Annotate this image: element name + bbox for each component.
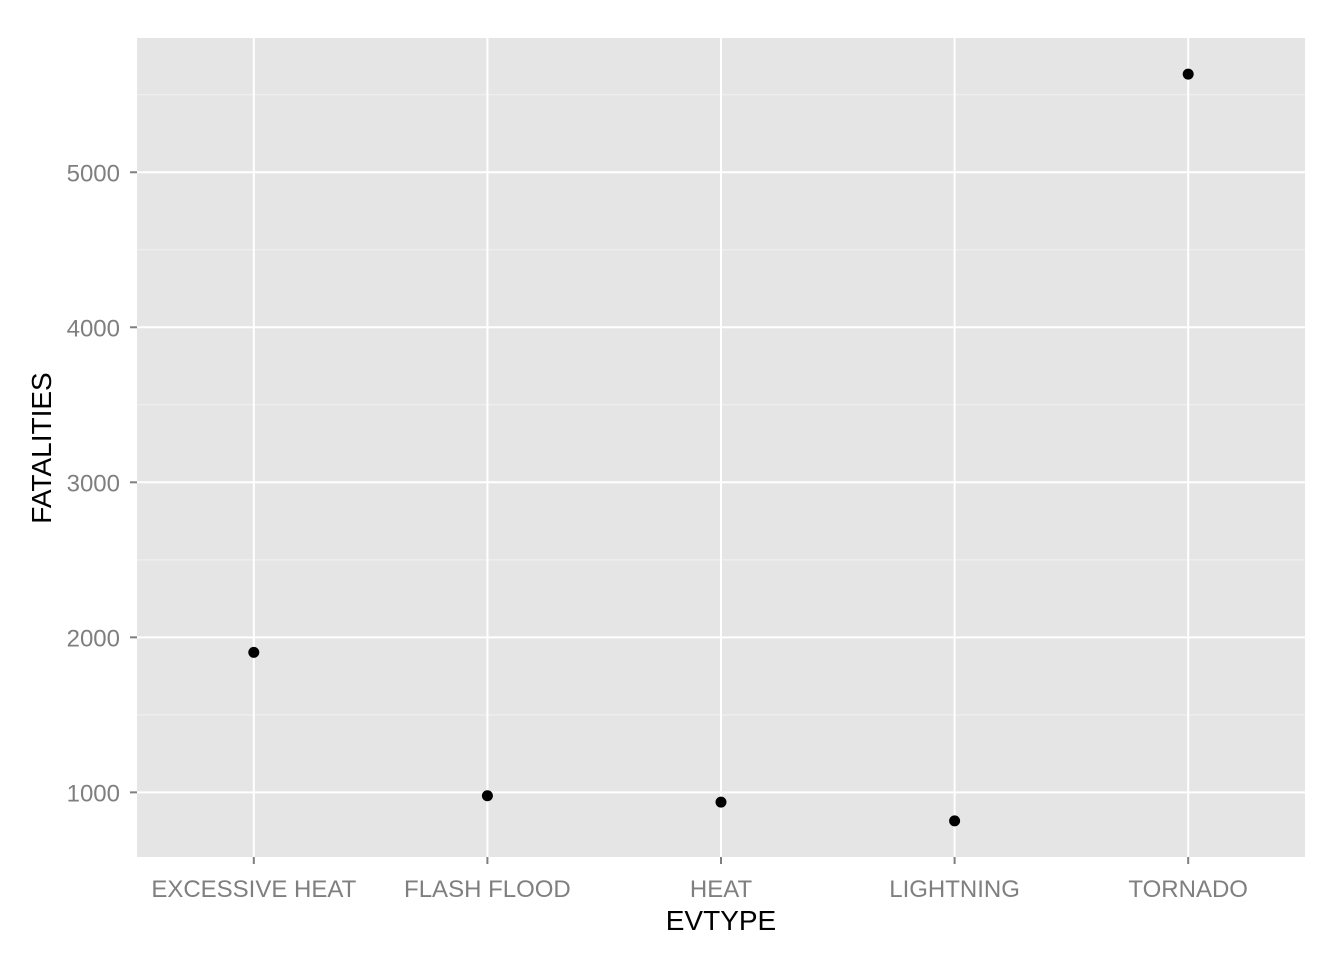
data-points bbox=[248, 68, 1194, 827]
data-point bbox=[949, 815, 961, 827]
y-axis: 1000 2000 3000 4000 5000 bbox=[67, 160, 137, 807]
x-tick-label: LIGHTNING bbox=[889, 876, 1020, 903]
x-tick-label: TORNADO bbox=[1128, 876, 1248, 903]
x-tick-label: HEAT bbox=[690, 876, 753, 903]
y-tick-label: 1000 bbox=[67, 780, 120, 807]
y-tick-label: 3000 bbox=[67, 470, 120, 497]
x-axis: EXCESSIVE HEAT FLASH FLOOD HEAT LIGHTNING TO… bbox=[151, 857, 1248, 903]
data-point bbox=[248, 646, 260, 658]
y-axis-title: FATALITIES bbox=[26, 372, 57, 523]
x-tick-label: EXCESSIVE HEAT bbox=[151, 876, 356, 903]
data-point bbox=[1182, 68, 1194, 80]
data-point bbox=[715, 796, 727, 808]
major-gridlines bbox=[137, 38, 1305, 857]
y-tick-label: 5000 bbox=[67, 160, 120, 187]
y-tick-label: 2000 bbox=[67, 625, 120, 652]
x-tick-label: FLASH FLOOD bbox=[404, 876, 571, 903]
y-tick-label: 4000 bbox=[67, 315, 120, 342]
x-axis-title: EVTYPE bbox=[666, 905, 776, 936]
data-point bbox=[481, 790, 493, 802]
